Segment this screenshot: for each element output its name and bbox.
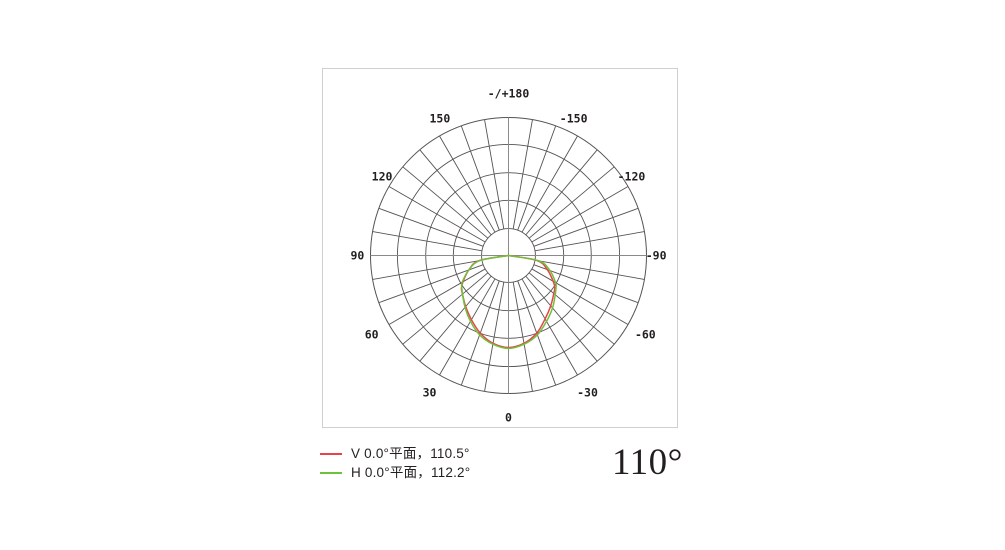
legend-item-h: H 0.0°平面，112.2° <box>320 463 620 482</box>
legend-label-v: V 0.0°平面，110.5° <box>351 446 470 461</box>
angle-tick-label: -150 <box>560 112 588 126</box>
angle-tick-label: -90 <box>646 249 667 263</box>
angle-tick-label: -30 <box>577 385 598 399</box>
legend-label-h: H 0.0°平面，112.2° <box>351 465 471 480</box>
angle-tick-label: 60 <box>365 328 379 342</box>
angle-tick-label: -60 <box>635 328 656 342</box>
angle-tick-label: 0 <box>505 411 512 425</box>
legend-swatch-h <box>320 471 342 474</box>
angle-tick-label: -120 <box>618 170 646 184</box>
polar-chart: -/+180 150 120 90 60 30 0 -30 -60 -90 -120 -150 <box>351 87 667 425</box>
legend-item-v: V 0.0°平面，110.5° <box>320 444 620 463</box>
angle-tick-label: 150 <box>430 112 451 126</box>
angle-tick-label: 30 <box>423 385 437 399</box>
polar-plot-frame: -/+180 150 120 90 60 30 0 -30 -60 -90 -120 -150 <box>322 68 678 428</box>
chart-legend: V 0.0°平面，110.5° H 0.0°平面，112.2° <box>320 444 620 482</box>
angle-tick-label: 90 <box>351 249 365 263</box>
curve-series-h <box>460 254 557 350</box>
beam-angle-readout: 110° <box>612 442 683 483</box>
angle-tick-label: 120 <box>372 170 393 184</box>
legend-swatch-v <box>320 452 342 455</box>
angle-tick-label: -/+180 <box>488 87 530 101</box>
